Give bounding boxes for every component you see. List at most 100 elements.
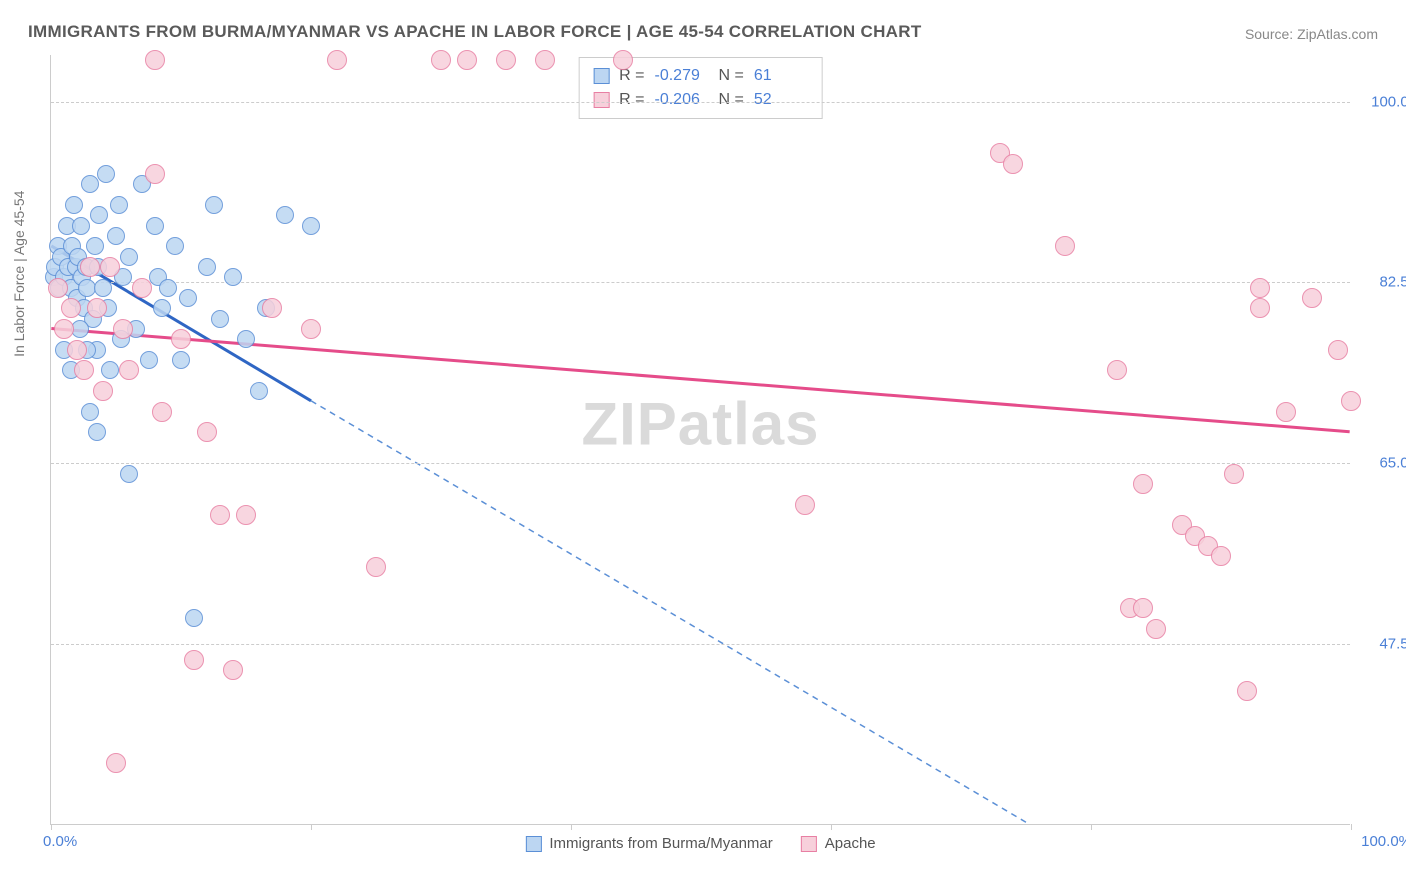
y-tick-label: 82.5% [1379, 274, 1406, 291]
scatter-point-burma [237, 330, 255, 348]
scatter-point-apache [132, 278, 152, 298]
scatter-point-burma [72, 217, 90, 235]
scatter-point-apache [54, 319, 74, 339]
scatter-point-burma [86, 237, 104, 255]
scatter-point-apache [184, 650, 204, 670]
source-label: Source: ZipAtlas.com [1245, 26, 1378, 42]
scatter-point-burma [65, 196, 83, 214]
scatter-point-burma [166, 237, 184, 255]
scatter-point-apache [1302, 288, 1322, 308]
x-tick-mark [51, 824, 52, 830]
scatter-point-apache [1107, 360, 1127, 380]
scatter-point-burma [81, 175, 99, 193]
scatter-point-apache [80, 257, 100, 277]
scatter-point-apache [113, 319, 133, 339]
scatter-point-apache [1276, 402, 1296, 422]
gridline [51, 282, 1350, 283]
chart-title: IMMIGRANTS FROM BURMA/MYANMAR VS APACHE … [28, 22, 922, 42]
x-min-label: 0.0% [43, 833, 77, 850]
scatter-point-apache [74, 360, 94, 380]
scatter-point-burma [88, 423, 106, 441]
scatter-point-apache [145, 50, 165, 70]
scatter-point-apache [1133, 474, 1153, 494]
scatter-point-apache [301, 319, 321, 339]
scatter-point-burma [276, 206, 294, 224]
scatter-point-apache [171, 329, 191, 349]
scatter-point-burma [185, 609, 203, 627]
scatter-point-burma [146, 217, 164, 235]
scatter-point-apache [197, 422, 217, 442]
legend-swatch-icon [525, 836, 541, 852]
scatter-point-apache [1055, 236, 1075, 256]
scatter-point-apache [1237, 681, 1257, 701]
legend-swatch-icon [593, 92, 609, 108]
legend-swatch-icon [801, 836, 817, 852]
scatter-point-apache [236, 505, 256, 525]
bottom-legend: Immigrants from Burma/Myanmar Apache [525, 835, 875, 852]
scatter-point-apache [1003, 154, 1023, 174]
legend-label: Apache [825, 835, 876, 852]
chart-container: IMMIGRANTS FROM BURMA/MYANMAR VS APACHE … [0, 0, 1406, 892]
scatter-point-apache [93, 381, 113, 401]
scatter-point-apache [613, 50, 633, 70]
scatter-point-burma [110, 196, 128, 214]
stats-row-apache: R = -0.206 N = 52 [593, 88, 808, 112]
scatter-point-apache [152, 402, 172, 422]
y-tick-label: 47.5% [1379, 636, 1406, 653]
scatter-point-apache [87, 298, 107, 318]
stat-r-label: R = [619, 88, 644, 112]
scatter-point-apache [106, 753, 126, 773]
scatter-point-burma [159, 279, 177, 297]
stat-r-value: -0.279 [655, 64, 709, 88]
scatter-point-apache [262, 298, 282, 318]
scatter-point-apache [210, 505, 230, 525]
legend-label: Immigrants from Burma/Myanmar [549, 835, 772, 852]
scatter-point-apache [1224, 464, 1244, 484]
scatter-point-apache [1328, 340, 1348, 360]
scatter-point-burma [205, 196, 223, 214]
gridline [51, 644, 1350, 645]
stat-n-value: 52 [754, 88, 808, 112]
scatter-point-apache [119, 360, 139, 380]
scatter-point-apache [327, 50, 347, 70]
gridline [51, 463, 1350, 464]
x-tick-mark [311, 824, 312, 830]
y-tick-label: 65.0% [1379, 455, 1406, 472]
legend-item-burma: Immigrants from Burma/Myanmar [525, 835, 772, 852]
scatter-point-burma [140, 351, 158, 369]
x-tick-mark [1351, 824, 1352, 830]
scatter-point-burma [179, 289, 197, 307]
stat-n-value: 61 [754, 64, 808, 88]
stat-n-label: N = [719, 64, 744, 88]
scatter-point-burma [97, 165, 115, 183]
scatter-point-apache [1341, 391, 1361, 411]
scatter-point-apache [1250, 278, 1270, 298]
legend-swatch-icon [593, 68, 609, 84]
scatter-point-burma [153, 299, 171, 317]
scatter-point-apache [61, 298, 81, 318]
scatter-point-apache [535, 50, 555, 70]
scatter-point-burma [101, 361, 119, 379]
scatter-point-burma [120, 248, 138, 266]
scatter-point-apache [48, 278, 68, 298]
scatter-point-apache [145, 164, 165, 184]
scatter-point-apache [1146, 619, 1166, 639]
scatter-point-burma [211, 310, 229, 328]
scatter-point-burma [94, 279, 112, 297]
y-axis-label: In Labor Force | Age 45-54 [11, 190, 27, 356]
scatter-point-burma [198, 258, 216, 276]
scatter-point-apache [223, 660, 243, 680]
stat-n-label: N = [719, 88, 744, 112]
gridline [51, 102, 1350, 103]
scatter-point-burma [224, 268, 242, 286]
scatter-point-burma [81, 403, 99, 421]
x-tick-mark [571, 824, 572, 830]
scatter-point-apache [496, 50, 516, 70]
plot-area: In Labor Force | Age 45-54 ZIPatlas R =-… [50, 55, 1350, 825]
scatter-point-apache [1133, 598, 1153, 618]
legend-item-apache: Apache [801, 835, 876, 852]
trend-lines [51, 55, 1350, 824]
x-tick-mark [1091, 824, 1092, 830]
stat-r-value: -0.206 [655, 88, 709, 112]
scatter-point-apache [1211, 546, 1231, 566]
